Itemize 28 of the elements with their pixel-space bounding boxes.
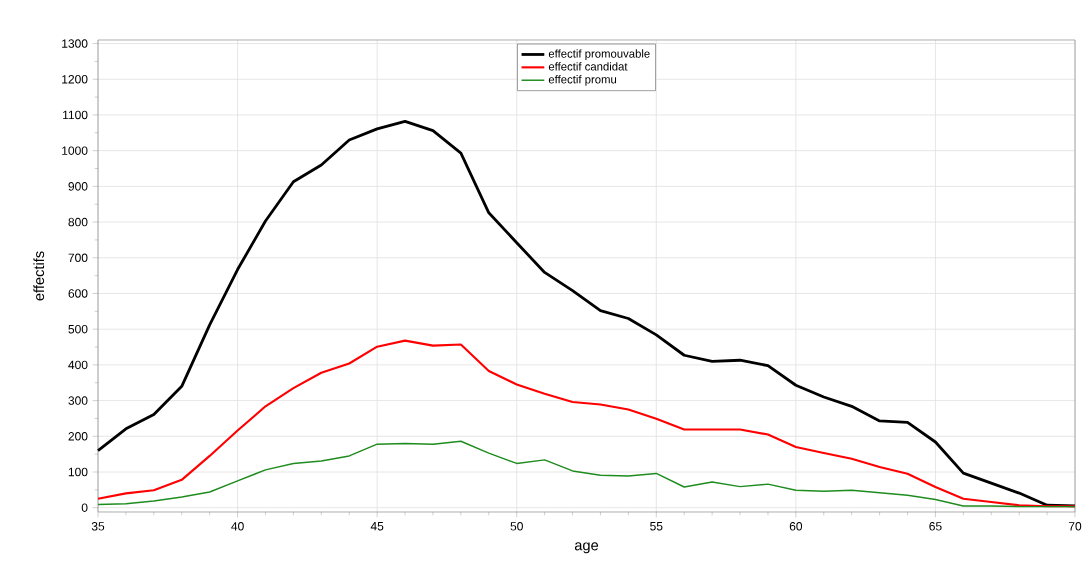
x-tick-label: 70 <box>1068 522 1082 531</box>
x-tick-label: 35 <box>91 522 105 531</box>
legend-label: effectif promouvable <box>548 49 650 60</box>
y-tick-label: 600 <box>68 289 88 298</box>
y-tick-label: 800 <box>68 217 88 227</box>
legend-label: effectif promu <box>548 75 617 86</box>
y-tick-label: 1000 <box>62 146 88 155</box>
y-tick-label: 1100 <box>63 110 88 120</box>
x-tick-label: 65 <box>929 522 942 531</box>
x-tick-label: 55 <box>650 522 663 531</box>
y-tick-label: 900 <box>68 182 88 191</box>
y-tick-label: 300 <box>68 396 88 405</box>
y-tick-label: 500 <box>68 324 88 334</box>
x-tick-label: 40 <box>231 522 244 531</box>
y-tick-label: 0 <box>81 503 88 512</box>
y-tick-label: 1300 <box>62 39 88 48</box>
line-series <box>96 119 1077 508</box>
y-tick-label: 1200 <box>62 75 88 84</box>
y-tick-label: 100 <box>68 467 88 477</box>
y-tick-label: 700 <box>68 253 88 263</box>
x-tick-label: 50 <box>510 522 523 531</box>
x-tick-label: 60 <box>789 522 803 531</box>
x-tick-label: 45 <box>370 522 384 531</box>
y-tick-label: 400 <box>68 360 88 370</box>
x-axis-title: age <box>574 542 599 554</box>
legend-label: effectif candidat <box>548 62 628 71</box>
y-tick-label: 200 <box>68 432 88 441</box>
y-axis-title: effectifs <box>33 251 45 301</box>
